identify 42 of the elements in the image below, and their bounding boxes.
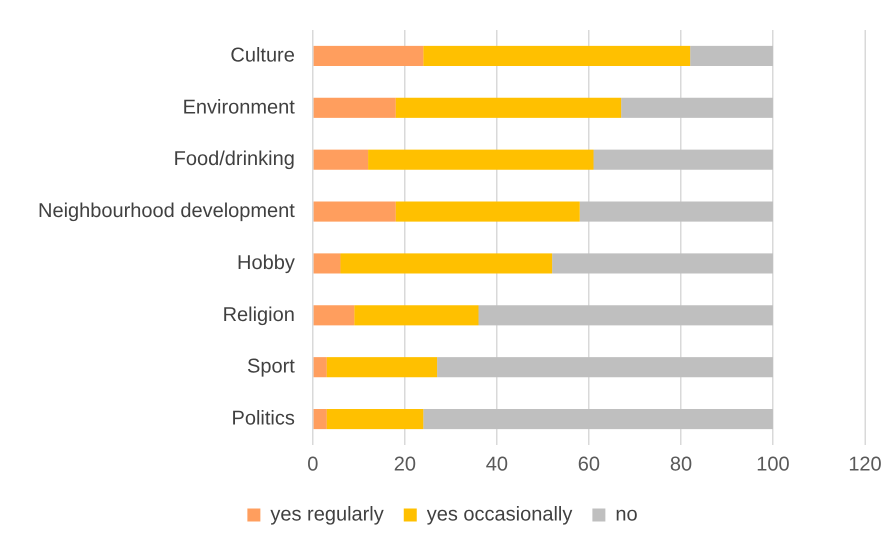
bar	[314, 253, 340, 274]
x-tick-label: 0	[307, 454, 318, 476]
bar	[423, 408, 773, 430]
bar	[314, 98, 396, 118]
bar	[314, 46, 424, 66]
legend-label: yes occasionally	[426, 504, 572, 526]
bar	[314, 150, 368, 170]
y-tick-label: Environment	[182, 96, 296, 118]
bar	[580, 201, 773, 222]
y-tick-label: Sport	[247, 356, 296, 378]
bar	[340, 253, 552, 274]
bar	[423, 46, 690, 66]
bar	[621, 98, 773, 118]
x-tick-label: 80	[670, 454, 692, 476]
y-tick-label: Neighbourhood development	[38, 200, 296, 222]
y-tick-label: Food/drinking	[174, 148, 295, 170]
x-tick-label: 100	[756, 454, 790, 476]
y-tick-label: Culture	[230, 44, 295, 66]
x-tick-label: 20	[394, 454, 416, 476]
y-tick-label: Religion	[222, 304, 295, 326]
bar	[354, 305, 478, 326]
bar	[314, 357, 327, 378]
x-tick-label: 40	[486, 454, 508, 476]
legend-label: no	[615, 504, 638, 526]
bar	[314, 305, 354, 326]
bar	[396, 201, 580, 222]
bar	[690, 46, 773, 66]
x-tick-label: 120	[848, 454, 882, 476]
bar	[314, 201, 396, 222]
bar	[437, 357, 773, 378]
legend-label: yes regularly	[270, 504, 384, 526]
bar	[396, 98, 622, 118]
x-tick-label: 60	[578, 454, 600, 476]
bar	[326, 408, 424, 430]
bar	[314, 408, 327, 430]
bar	[326, 357, 438, 378]
bar	[478, 305, 773, 326]
bar	[368, 150, 594, 170]
bar	[594, 150, 773, 170]
y-tick-label: Politics	[231, 408, 295, 430]
bar	[552, 253, 773, 274]
y-tick-label: Hobby	[237, 252, 295, 274]
